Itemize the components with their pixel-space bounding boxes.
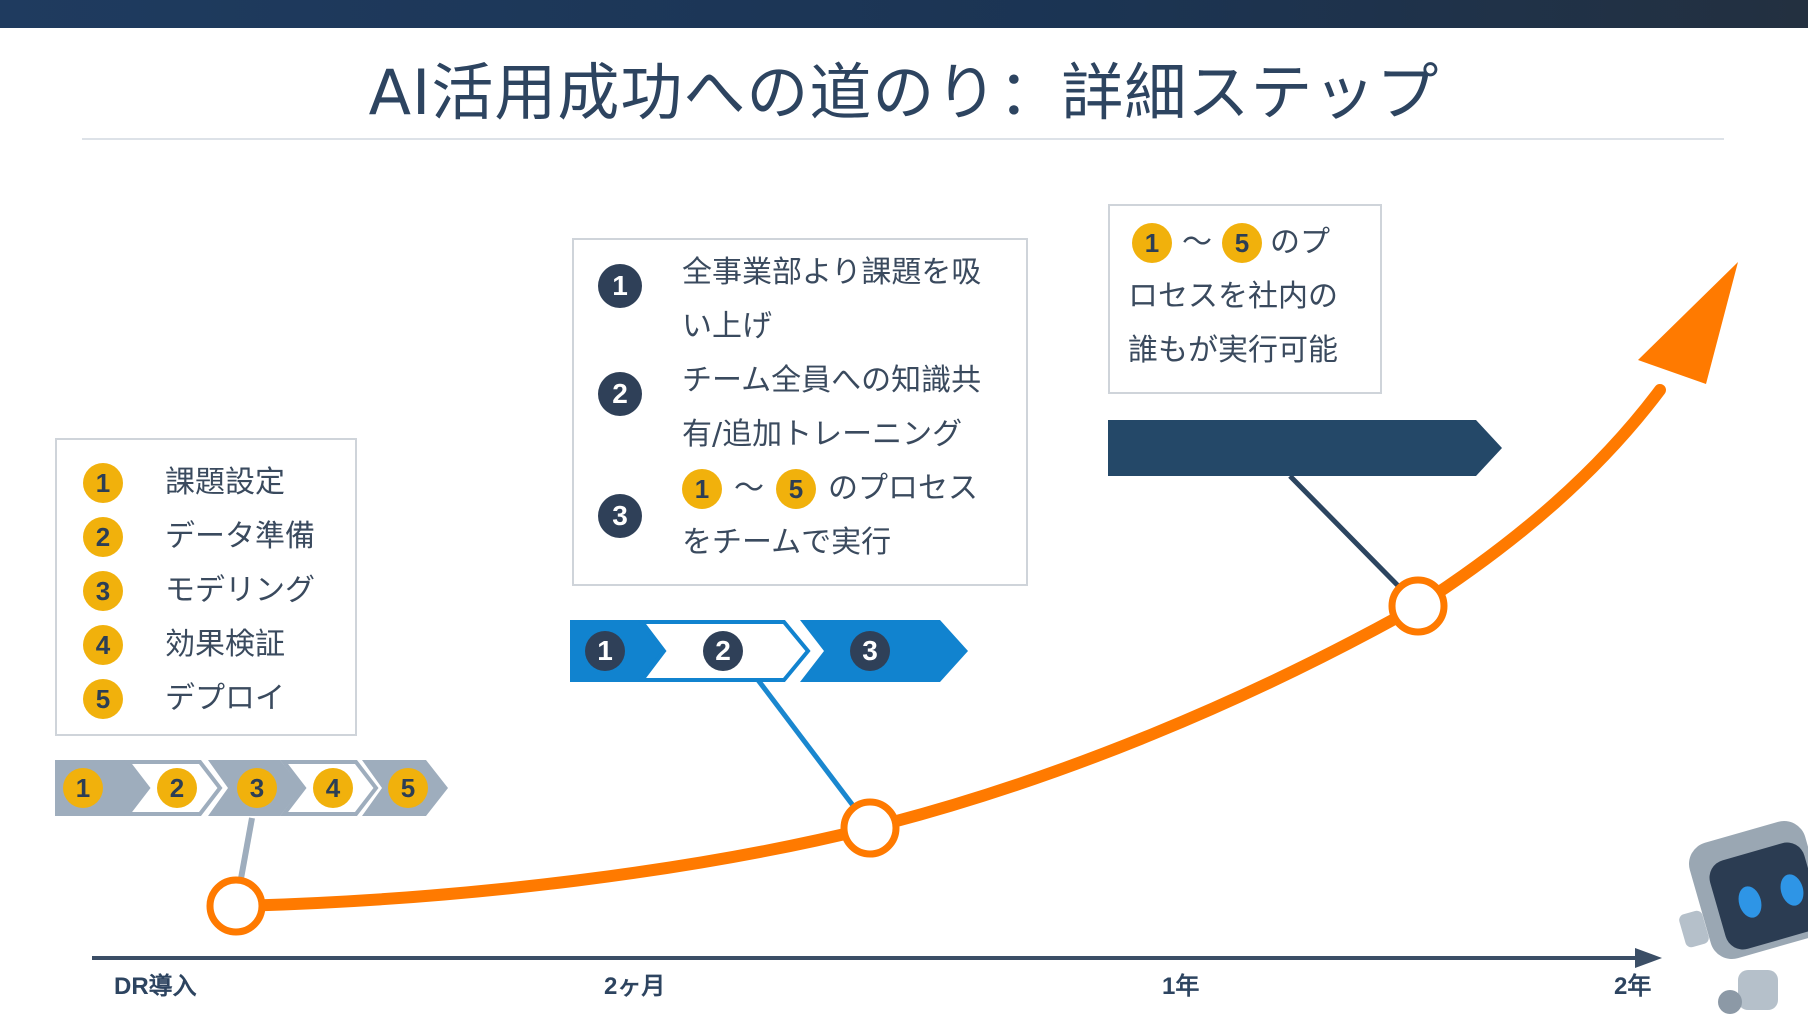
stage1-item-badge: 4 <box>83 625 123 665</box>
stage2-chevron-badge-2: 2 <box>703 631 743 671</box>
stage1-box: 1 課題設定 2 データ準備 3 モデリング 4 効果検証 5 デプロイ <box>55 438 357 736</box>
stage1-item: 4 効果検証 <box>83 618 285 672</box>
stage1-item: 1 課題設定 <box>83 456 285 510</box>
stage2-item-badge-3: 3 <box>598 494 642 538</box>
milestone-dr <box>206 876 266 936</box>
stage2-chevron-badge-1: 1 <box>585 631 625 671</box>
stage3-tilde: 〜 <box>1182 225 1212 260</box>
stage3-line2: ロセスを社内の <box>1128 279 1338 314</box>
stage1-item-label: モデリング <box>165 573 315 608</box>
stage3-inline-badge-b: 5 <box>1222 223 1262 263</box>
stage1-chevron-badge-1: 1 <box>63 768 103 808</box>
stage1-item-label: データ準備 <box>165 519 315 554</box>
stage1-chevron-badge-4: 4 <box>313 768 353 808</box>
stage2-box: 1 全事業部より課題を吸 い上げ 2 チーム全員への知識共 有/追加トレーニング… <box>572 238 1028 586</box>
stage1-item-badge: 3 <box>83 571 123 611</box>
stage2-item-1-line1: 全事業部より課題を吸 <box>682 255 982 290</box>
stage2-inline-badge-b: 5 <box>776 469 816 509</box>
stage1-item-label: デプロイ <box>165 681 285 716</box>
axis-label-2months: 2ヶ月 <box>604 973 666 1000</box>
axis-label-2years: 2年 <box>1614 973 1652 1000</box>
title-divider <box>82 138 1724 140</box>
stage1-item: 5 デプロイ <box>83 672 285 726</box>
stage3-line1-rest: のプ <box>1270 225 1330 260</box>
stage3-banner-arrow <box>1108 420 1502 476</box>
milestone-2months <box>840 798 900 858</box>
timeline-arrowhead <box>1635 948 1662 968</box>
top-banner <box>0 0 1808 28</box>
stage2-item-3-line1: 1 〜 5 のプロセス <box>682 462 978 516</box>
stage3-inline-badge-a: 1 <box>1132 223 1172 263</box>
stage2-chevron-badge-3: 3 <box>850 631 890 671</box>
stage2-item-3-line2: をチームで実行 <box>682 525 892 560</box>
stage1-item-badge: 5 <box>83 679 123 719</box>
stage1-chevron-badge-5: 5 <box>388 768 428 808</box>
stage2-tilde: 〜 <box>734 471 764 506</box>
axis-label-1year: 1年 <box>1162 973 1200 1000</box>
stage2-item-badge-2: 2 <box>598 372 642 416</box>
axis-label-dr: DR導入 <box>114 973 197 1000</box>
stage2-chevron-group <box>570 620 968 682</box>
robot-icon <box>1679 820 1808 1014</box>
connector-stage3 <box>1288 474 1420 608</box>
milestone-1year <box>1388 576 1448 636</box>
stage1-item: 3 モデリング <box>83 564 315 618</box>
stage2-inline-badge-a: 1 <box>682 469 722 509</box>
stage3-box: 1 〜 5 のプ ロセスを社内の 誰もが実行可能 <box>1108 204 1382 394</box>
stage1-item-label: 効果検証 <box>165 627 285 662</box>
page-title: AI活用成功への道のり：詳細ステップ <box>368 56 1440 129</box>
stage1-chevron-badge-2: 2 <box>157 768 197 808</box>
stage1-item-badge: 1 <box>83 463 123 503</box>
stage3-line1: 1 〜 5 のプ <box>1132 216 1330 270</box>
stage2-item-2-line1: チーム全員への知識共 <box>682 363 982 398</box>
curve-arrowhead <box>1638 262 1738 384</box>
growth-curve <box>230 384 1666 912</box>
stage2-item-1-line2: い上げ <box>682 309 772 344</box>
stage1-item-badge: 2 <box>83 517 123 557</box>
connector-stage2 <box>756 678 872 830</box>
stage2-item-2-line2: 有/追加トレーニング <box>682 417 963 452</box>
stage1-chevron-badge-3: 3 <box>237 768 277 808</box>
stage3-line3: 誰もが実行可能 <box>1128 333 1338 368</box>
stage1-item: 2 データ準備 <box>83 510 315 564</box>
stage2-item-badge-1: 1 <box>598 264 642 308</box>
stage2-item-3-line1-rest: のプロセス <box>828 471 978 506</box>
stage1-item-label: 課題設定 <box>165 465 285 500</box>
